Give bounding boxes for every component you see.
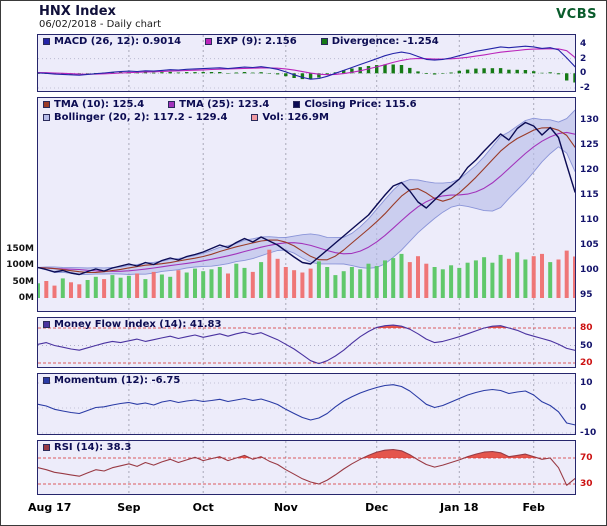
legend-item: Divergence: -1.254 [320,36,439,47]
legend-label: TMA (10): 125.4 [54,99,145,110]
legend-swatch [43,101,50,108]
page-title: HNX Index [39,4,116,19]
momentum-panel[interactable]: Momentum (12): -6.75 [37,373,576,435]
x-tick-label: Feb [522,501,545,514]
y-tick-label: 115 [580,190,599,200]
y-tick-label: 125 [580,140,599,150]
legend-swatch [43,377,50,384]
legend-label: Bollinger (20, 2): 117.2 - 129.4 [54,112,228,123]
legend-swatch [168,101,176,108]
momentum-legend: Momentum (12): -6.75 [43,375,180,386]
legend-item: Money Flow Index (14): 41.83 [43,319,221,330]
y-tick-label: 130 [580,115,599,125]
price-legend-row2: Bollinger (20, 2): 117.2 - 129.4 Vol: 126… [43,112,329,123]
legend-item: Closing Price: 115.6 [293,99,417,110]
legend-label: Money Flow Index (14): 41.83 [54,319,222,330]
y-tick-label: 0 [580,403,587,413]
y-tick-label: 2 [580,53,587,64]
x-tick-label: Oct [192,501,214,514]
x-tick-label: Aug 17 [28,501,72,514]
volume-tick-label: 150M [6,244,34,254]
macd-chart-canvas[interactable] [38,35,575,91]
chart-subtitle: 06/02/2018 - Daily chart [39,19,162,30]
legend-swatch [43,444,50,451]
mfi-chart-canvas[interactable] [38,318,575,367]
mfi-legend: Money Flow Index (14): 41.83 [43,319,221,330]
x-tick-label: Jan 18 [440,501,479,514]
x-tick-label: Nov [273,501,298,514]
legend-swatch [251,114,259,121]
volume-tick-label: 50M [12,276,34,287]
y-tick-label: 0 [580,68,587,79]
legend-label: Vol: 126.9M [262,112,329,123]
legend-item: MACD (26, 12): 0.9014 [43,36,181,47]
macd-panel[interactable]: MACD (26, 12): 0.9014 EXP (9): 2.156 Diver… [37,34,576,92]
legend-item: TMA (10): 125.4 [43,99,144,110]
rsi-chart-canvas[interactable] [38,441,575,494]
legend-label: Momentum (12): -6.75 [54,375,181,386]
y-tick-label: 4 [580,39,587,49]
legend-swatch [320,38,328,45]
price-panel[interactable]: TMA (10): 125.4 TMA (25): 123.4 Closing Pr… [37,97,576,312]
y-tick-label: 20 [580,358,593,368]
y-tick-label: 95 [580,290,593,300]
legend-label: RSI (14): 38.3 [54,442,132,453]
y-tick-label: 110 [580,215,599,225]
legend-item: Momentum (12): -6.75 [43,375,180,386]
legend-label: MACD (26, 12): 0.9014 [54,36,182,47]
y-tick-label: 80 [580,323,593,333]
y-tick-label: -2 [580,83,590,93]
momentum-chart-canvas[interactable] [38,374,575,434]
legend-item: Vol: 126.9M [251,112,329,123]
legend-item: TMA (25): 123.4 [168,99,269,110]
macd-legend: MACD (26, 12): 0.9014 EXP (9): 2.156 Diver… [43,36,439,47]
legend-item: Bollinger (20, 2): 117.2 - 129.4 [43,112,227,123]
y-tick-label: 10 [580,378,593,388]
legend-item: RSI (14): 38.3 [43,442,131,453]
legend-swatch [43,321,50,328]
legend-label: EXP (9): 2.156 [216,36,297,47]
legend-swatch [43,38,50,45]
x-tick-label: Sep [117,501,141,514]
volume-tick-label: 100M [6,260,34,271]
vcbs-brand-logo: VCBS [556,7,597,22]
rsi-legend: RSI (14): 38.3 [43,442,131,453]
legend-swatch [43,114,50,121]
price-legend-row1: TMA (10): 125.4 TMA (25): 123.4 Closing Pr… [43,99,417,110]
y-tick-label: 105 [580,240,599,250]
legend-swatch [205,38,213,45]
y-tick-label: 30 [580,479,593,489]
legend-swatch [293,101,301,108]
y-tick-label: -10 [580,428,597,438]
y-tick-label: 50 [580,340,593,351]
legend-label: Divergence: -1.254 [331,36,439,47]
y-tick-label: 100 [580,265,599,275]
y-tick-label: 70 [580,453,593,463]
x-tick-label: Dec [365,501,389,514]
volume-tick-label: 0M [18,293,34,303]
y-tick-label: 120 [580,165,599,175]
rsi-panel[interactable]: RSI (14): 38.3 [37,440,576,495]
money-flow-index-panel[interactable]: Money Flow Index (14): 41.83 [37,317,576,368]
legend-label: Closing Price: 115.6 [304,99,417,110]
legend-label: TMA (25): 123.4 [179,99,270,110]
price-chart-canvas[interactable] [38,98,575,311]
legend-item: EXP (9): 2.156 [205,36,297,47]
